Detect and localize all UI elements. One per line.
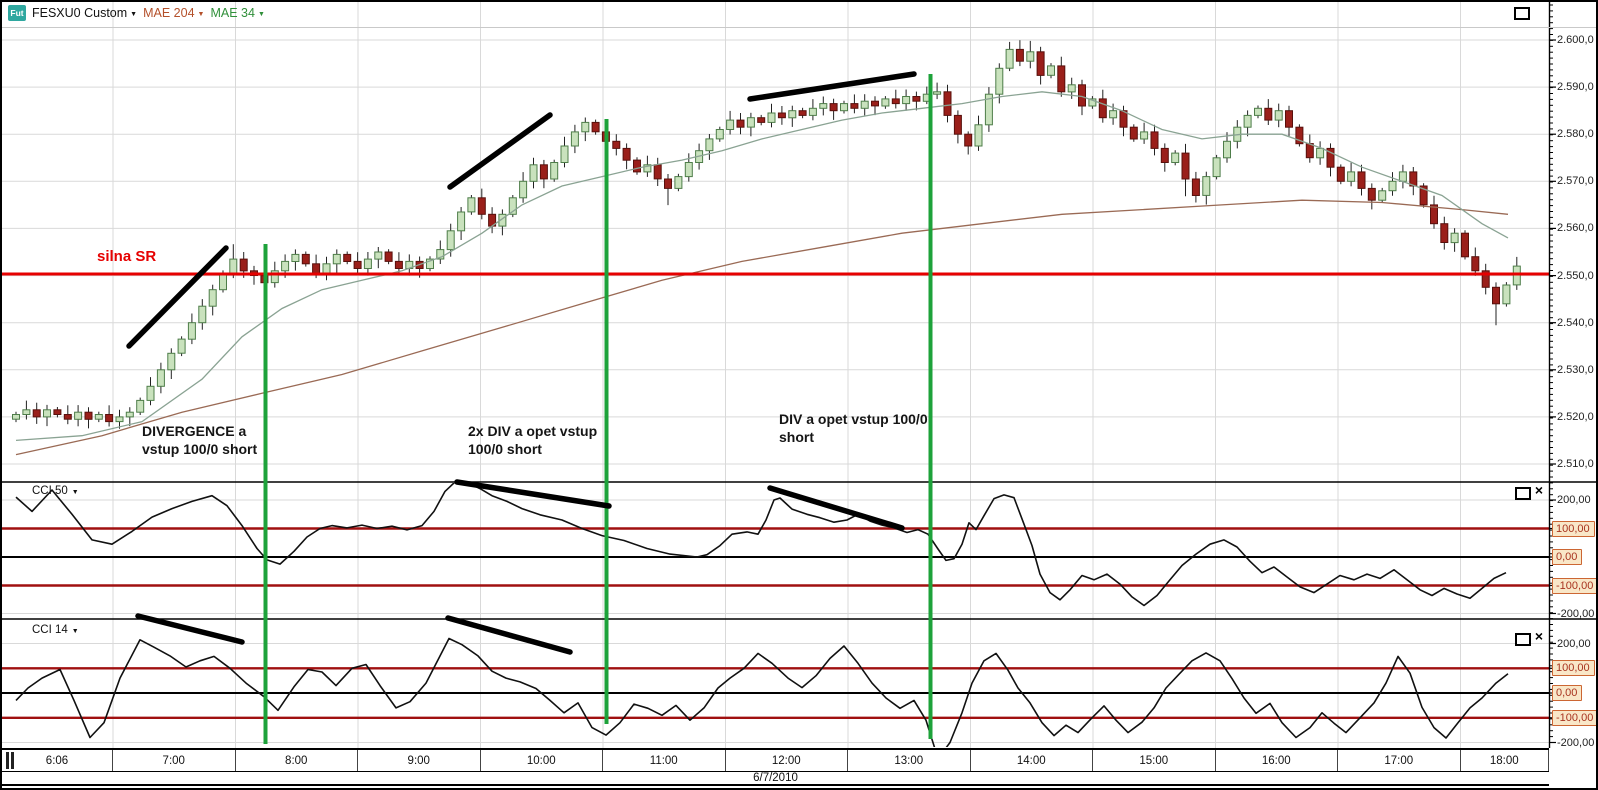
cci50-close-icon[interactable]: × [1534,482,1544,498]
session-start-mark [6,752,9,769]
chevron-down-icon: ▼ [71,488,79,496]
price-axis-label: 2.570,0 [1557,175,1594,188]
chevron-down-icon: ▼ [71,627,79,635]
cci14-axis-label: 100,00 [1552,660,1595,677]
cci14-axis-label: -100,00 [1552,709,1596,726]
cci50-axis-label: -100,00 [1552,577,1596,594]
maximize-icon[interactable] [1514,7,1530,20]
annotation-line: DIV a opet vstup 100/0 [779,411,928,427]
panel-separators [2,481,1596,620]
time-axis-label: 9:00 [358,750,481,771]
cci50-axis-label: 100,00 [1552,520,1595,537]
chart-toolbar: Fut FESXU0 Custom ▼ MAE 204 ▼ MAE 34 ▼ [8,5,265,21]
time-axis-label: 15:00 [1093,750,1216,771]
cci50-maximize-icon[interactable] [1515,487,1531,500]
sr-level-annotation: silna SR [97,248,157,265]
price-axis-label: 2.540,0 [1557,316,1594,329]
divergence-trendlines[interactable] [126,71,917,655]
symbol-selector[interactable]: FESXU0 Custom ▼ [32,6,137,20]
time-axis-label: 12:00 [726,750,848,771]
price-gridlines [2,39,1549,465]
indicator-mae204-selector[interactable]: MAE 204 ▼ [143,6,204,20]
cci14-close-icon[interactable]: × [1534,628,1544,644]
time-axis-label: 7:00 [113,750,236,771]
indicator-mae204-label: MAE 204 [143,6,195,20]
time-axis-label: 17:00 [1338,750,1461,771]
toolbar-separator [2,27,1596,28]
price-axis-label: 2.510,0 [1557,458,1594,470]
session-start-mark [11,752,14,769]
price-axis-label: 2.560,0 [1557,222,1594,235]
time-axis-label: 11:00 [603,750,726,771]
cci50-axis-label: 0,00 [1552,549,1583,565]
cci14-panel-label: CCI 14 [32,624,68,636]
annotation-line: short [779,429,814,445]
time-axis-label: 16:00 [1216,750,1338,771]
cci14-axis-label: 0,00 [1552,685,1583,701]
entry-marker-lines[interactable] [263,74,933,744]
chevron-down-icon: ▼ [197,10,205,18]
cci14-axis-label: -200,00 [1557,736,1595,749]
indicator-mae34-selector[interactable]: MAE 34 ▼ [210,6,264,20]
chevron-down-icon: ▼ [130,10,138,18]
time-axis-label: 18:00 [1461,750,1549,771]
indicator-mae34-label: MAE 34 [210,6,255,20]
price-axis-label: 2.520,0 [1557,410,1594,423]
time-axis[interactable]: 6:06 7:00 8:00 9:00 10:00 11:00 12:00 13:00 14:0… [2,748,1549,772]
mae34-line [15,91,1509,442]
cci50-panel-selector[interactable]: CCI 50 ▼ [32,485,79,497]
price-axis-label: 2.590,0 [1557,81,1594,94]
mae204-line [15,199,1509,456]
time-axis-label: 14:00 [971,750,1093,771]
annotation-line: DIVERGENCE a [142,423,247,439]
time-axis-label: 13:00 [848,750,971,771]
futures-badge-icon: Fut [8,5,26,21]
cci14-axis-label: 200,00 [1557,637,1591,650]
divergence-annotation-1: DIVERGENCE a vstup 100/0 short [142,422,257,458]
cci14-maximize-icon[interactable] [1515,633,1531,646]
divergence-annotation-2: 2x DIV a opet vstup 100/0 short [468,422,597,458]
annotation-line: vstup 100/0 short [142,441,258,457]
price-axis[interactable]: 2.600,0 2.590,0 2.580,0 2.570,0 2.560,0 2.550… [1550,2,1596,749]
cci50-axis-label: 200,00 [1557,494,1591,506]
cci14-panel-selector[interactable]: CCI 14 ▼ [32,624,79,636]
divergence-annotation-3: DIV a opet vstup 100/0 short [779,410,928,446]
symbol-label: FESXU0 Custom [32,6,128,20]
cci50-panel-label: CCI 50 [32,485,68,497]
date-row: 6/7/2010 [2,772,1549,786]
price-axis-label: 2.550,0 [1557,269,1594,282]
annotation-line: 100/0 short [468,441,542,457]
time-axis-label: 6:06 [2,750,113,771]
cci14-line [15,637,1509,747]
time-axis-label: 8:00 [236,750,358,771]
time-axis-label: 10:00 [481,750,603,771]
annotation-line: 2x DIV a opet vstup [468,423,598,439]
cci50-axis-label: -200,00 [1557,607,1595,620]
vertical-gridlines [112,2,1461,748]
price-axis-label: 2.530,0 [1557,363,1594,376]
session-date: 6/7/2010 [753,772,798,784]
price-axis-label: 2.600,0 [1557,34,1594,46]
price-axis-label: 2.580,0 [1557,128,1594,141]
chevron-down-icon: ▼ [257,10,265,18]
